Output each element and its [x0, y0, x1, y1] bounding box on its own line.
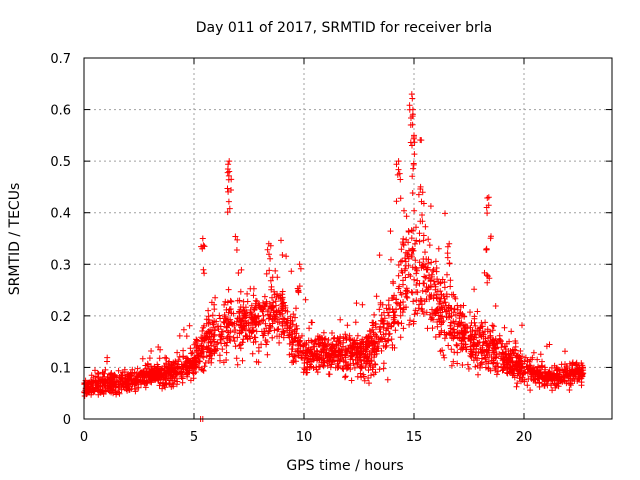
x-tick-label: 15 [406, 430, 423, 445]
y-axis-label: SRMTID / TECUs [7, 183, 23, 296]
axis-ticks: 0 5 10 15 20 0 0.1 0.2 0.3 0.4 0.5 0.6 0.7 [50, 52, 612, 445]
srmtid-point-markers [81, 91, 587, 422]
y-tick-label: 0.2 [50, 310, 71, 325]
y-tick-label: 0.1 [50, 361, 71, 376]
x-axis-label: GPS time / hours [286, 458, 403, 474]
y-tick-label: 0.5 [50, 155, 71, 170]
chart-title: Day 011 of 2017, SRMTID for receiver brl… [196, 20, 493, 36]
y-tick-label: 0.4 [50, 207, 71, 222]
x-tick-label: 5 [190, 430, 198, 445]
y-tick-label: 0.7 [50, 52, 71, 67]
y-tick-label: 0 [63, 413, 71, 428]
data-points [81, 91, 587, 422]
x-tick-label: 10 [296, 430, 313, 445]
x-tick-label: 0 [80, 430, 88, 445]
y-tick-label: 0.6 [50, 104, 71, 119]
x-tick-label: 20 [516, 430, 533, 445]
plot-frame [83, 57, 613, 420]
y-tick-label: 0.3 [50, 258, 71, 273]
